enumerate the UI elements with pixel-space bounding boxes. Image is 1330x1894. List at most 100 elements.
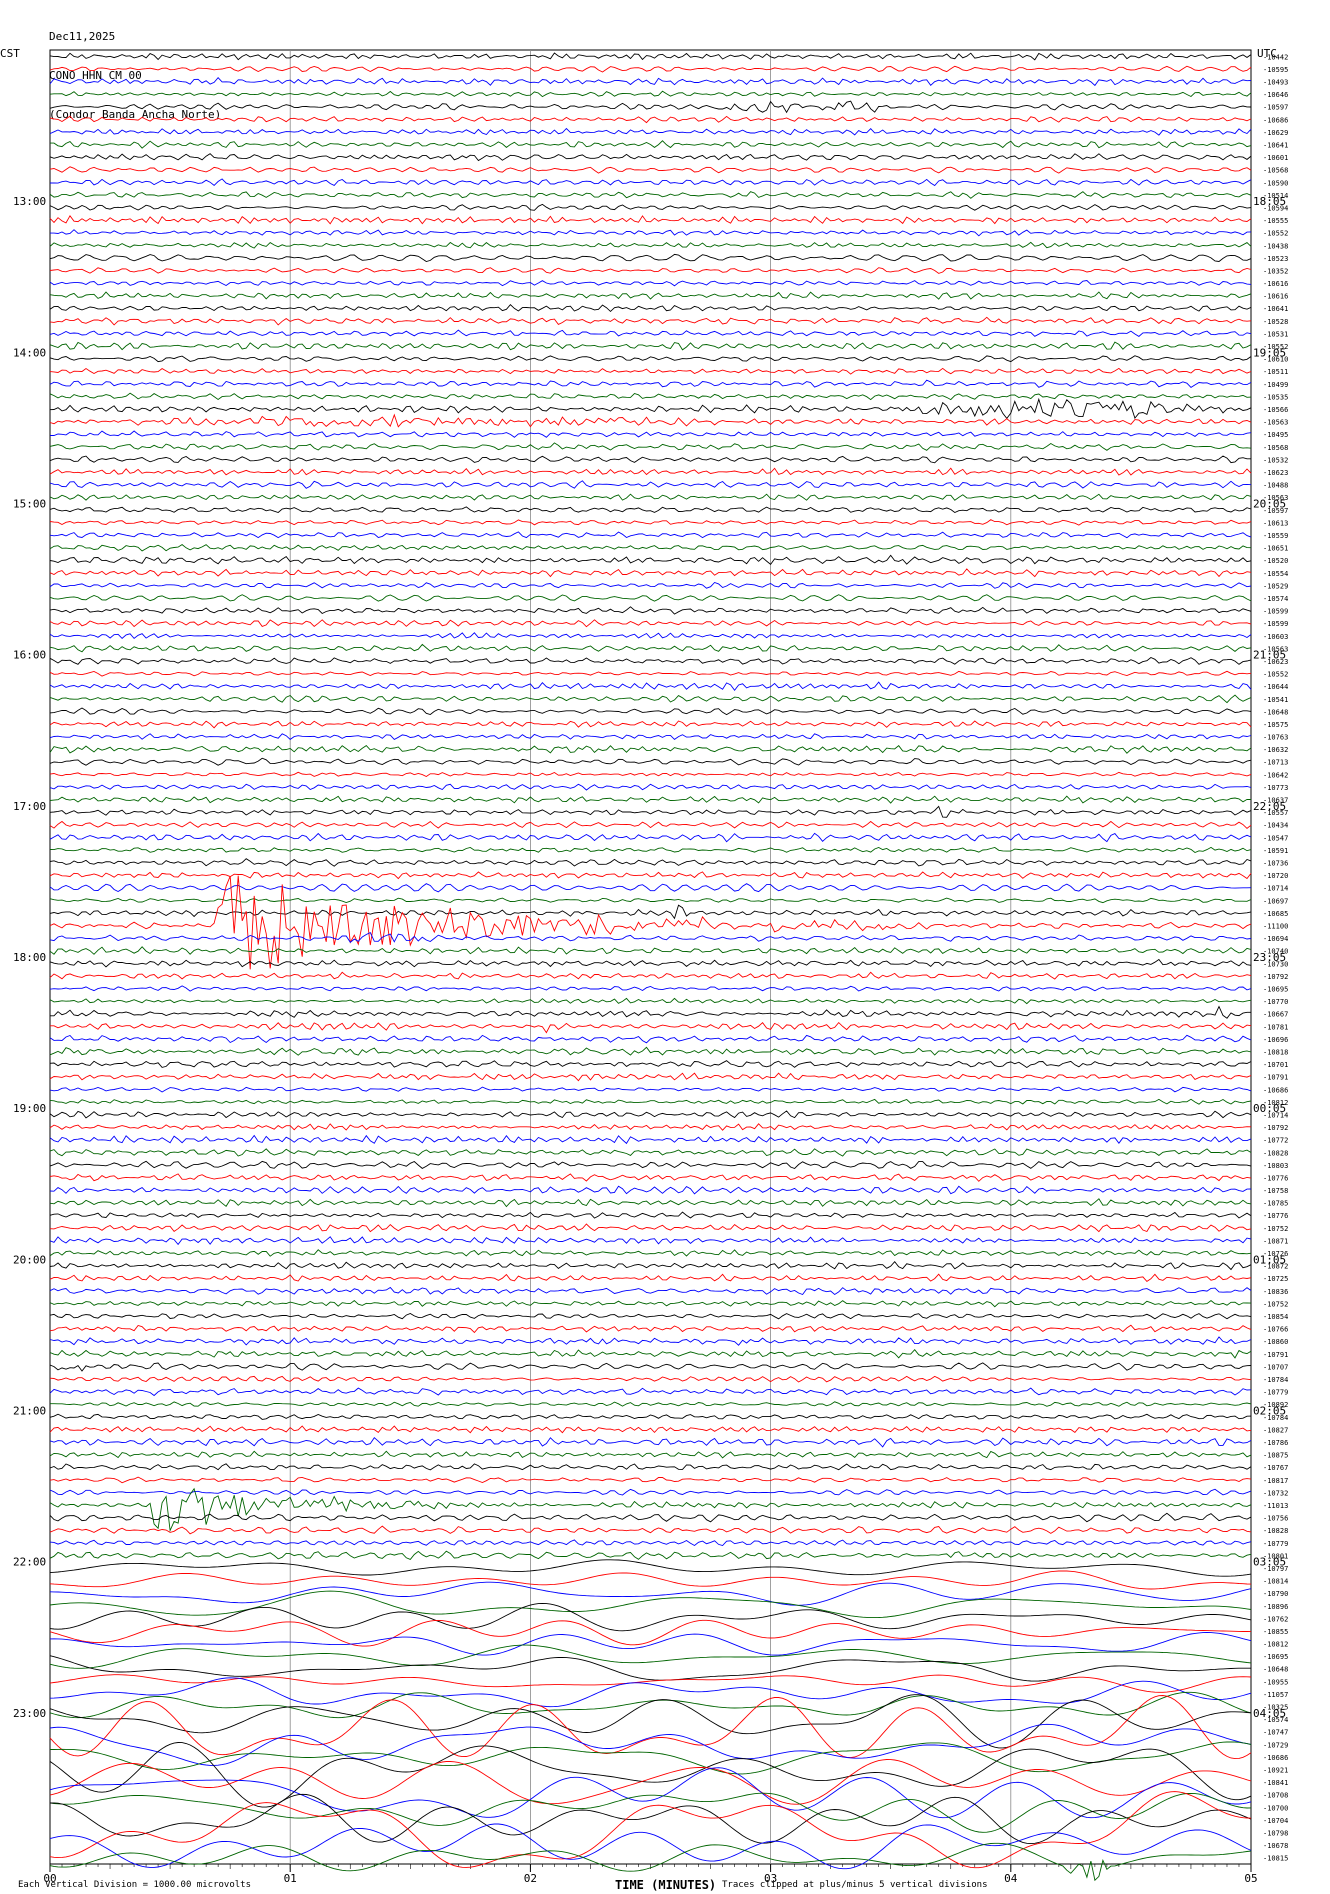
trace-line xyxy=(49,316,1252,326)
trace-line xyxy=(49,733,1252,740)
trace-line xyxy=(49,1742,1252,1808)
trace-offset-label: -10597 xyxy=(1263,507,1288,515)
cst-time-label: 14:00 xyxy=(13,346,46,359)
trace-line xyxy=(49,493,1252,501)
trace-offset-label: -10797 xyxy=(1263,1565,1288,1573)
trace-offset-label: -10642 xyxy=(1263,771,1288,779)
trace-offset-label: -10828 xyxy=(1263,1149,1288,1157)
trace-offset-label: -10555 xyxy=(1263,217,1288,225)
trace-offset-label: -10495 xyxy=(1263,431,1288,439)
utc-time-label: 02:05 xyxy=(1253,1405,1286,1418)
trace-line xyxy=(49,1286,1252,1296)
trace-offset-label: -10871 xyxy=(1263,1237,1288,1245)
trace-offset-label: -10781 xyxy=(1263,1023,1288,1031)
trace-line xyxy=(49,241,1252,249)
trace-offset-label: -10574 xyxy=(1263,595,1288,603)
trace-offset-label: -10590 xyxy=(1263,179,1288,187)
trace-line xyxy=(49,606,1252,615)
trace-offset-label: -10528 xyxy=(1263,318,1288,326)
trace-line xyxy=(49,253,1252,262)
trace-line xyxy=(49,191,1252,199)
trace-line xyxy=(49,1488,1252,1496)
trace-line xyxy=(49,506,1252,514)
trace-offset-label: -10896 xyxy=(1263,1603,1288,1611)
trace-line xyxy=(49,1324,1252,1334)
trace-line xyxy=(49,329,1252,337)
trace-line xyxy=(49,544,1252,552)
trace-offset-label: -10552 xyxy=(1263,343,1288,351)
trace-offset-label: -10798 xyxy=(1263,1830,1288,1838)
trace-offset-label: -10860 xyxy=(1263,1338,1288,1346)
trace-offset-label: -10523 xyxy=(1263,255,1288,263)
trace-offset-label: -10559 xyxy=(1263,532,1288,540)
trace-offset-label: -10641 xyxy=(1263,141,1288,149)
utc-time-label: 18:05 xyxy=(1253,195,1286,208)
station-name: (Condor Banda Ancha Norte) xyxy=(49,108,222,121)
trace-line xyxy=(49,100,1252,114)
trace-offset-label: -10637 xyxy=(1263,797,1288,805)
trace-offset-label: -10841 xyxy=(1263,1779,1288,1787)
trace-offset-label: -10438 xyxy=(1263,242,1288,250)
trace-offset-label: -10700 xyxy=(1263,1804,1288,1812)
trace-offset-label: -10817 xyxy=(1263,1477,1288,1485)
trace-offset-label: -10872 xyxy=(1263,1263,1288,1271)
trace-offset-label: -10603 xyxy=(1263,633,1288,641)
trace-offset-label: -10792 xyxy=(1263,973,1288,981)
trace-offset-label: -10557 xyxy=(1263,809,1288,817)
trace-offset-label: -10613 xyxy=(1263,519,1288,527)
trace-offset-label: -10708 xyxy=(1263,1792,1288,1800)
trace-line xyxy=(49,946,1252,955)
trace-line xyxy=(49,1674,1252,1693)
trace-offset-label: -10792 xyxy=(1263,1124,1288,1132)
trace-offset-label: -10696 xyxy=(1263,1036,1288,1044)
cst-time-label: 17:00 xyxy=(13,800,46,813)
trace-offset-label: -10815 xyxy=(1263,1855,1288,1863)
trace-line xyxy=(49,1273,1252,1282)
trace-line xyxy=(49,883,1252,893)
trace-line xyxy=(49,280,1252,287)
trace-offset-label: -10610 xyxy=(1263,356,1288,364)
station-code: CONO HHN CM 00 xyxy=(49,69,142,82)
trace-offset-label: -10591 xyxy=(1263,847,1288,855)
trace-line xyxy=(49,1236,1252,1246)
trace-line xyxy=(50,1021,1252,1034)
trace-offset-label: -10434 xyxy=(1263,822,1288,830)
trace-offset-label: -10695 xyxy=(1263,985,1288,993)
trace-line xyxy=(50,140,1252,149)
trace-offset-label: -10697 xyxy=(1263,897,1288,905)
trace-line xyxy=(49,858,1252,867)
trace-offset-label: -10776 xyxy=(1263,1212,1288,1220)
trace-line xyxy=(49,832,1252,843)
trace-line xyxy=(49,971,1252,980)
trace-offset-label: -10563 xyxy=(1263,419,1288,427)
trace-offset-label: -10756 xyxy=(1263,1515,1288,1523)
trace-offset-label: -10713 xyxy=(1263,759,1288,767)
trace-line xyxy=(49,1791,1252,1869)
trace-offset-label: -10828 xyxy=(1263,1527,1288,1535)
trace-line xyxy=(49,656,1252,665)
trace-line xyxy=(49,291,1252,300)
trace-line xyxy=(49,1034,1252,1044)
trace-line xyxy=(49,568,1252,578)
trace-offset-label: -10616 xyxy=(1263,280,1288,288)
trace-line xyxy=(49,1512,1252,1523)
trace-offset-label: -10854 xyxy=(1263,1313,1288,1321)
trace-offset-label: -10701 xyxy=(1263,1061,1288,1069)
trace-line xyxy=(49,1046,1252,1056)
trace-line xyxy=(49,1060,1252,1069)
trace-line xyxy=(49,670,1252,677)
trace-line xyxy=(49,392,1252,401)
trace-line xyxy=(49,820,1252,829)
utc-time-label: 20:05 xyxy=(1253,498,1286,511)
trace-offset-label: -10686 xyxy=(1263,1754,1288,1762)
trace-offset-label: -10552 xyxy=(1263,671,1288,679)
trace-offset-label: -10520 xyxy=(1263,557,1288,565)
trace-offset-label: -10541 xyxy=(1263,696,1288,704)
trace-offset-label: -10651 xyxy=(1263,545,1288,553)
trace-line xyxy=(49,1437,1252,1448)
trace-line xyxy=(49,267,1252,274)
trace-line xyxy=(49,65,1252,73)
trace-line xyxy=(49,1173,1252,1182)
trace-offset-label: -10695 xyxy=(1263,1653,1288,1661)
trace-offset-label: -10704 xyxy=(1263,1817,1288,1825)
